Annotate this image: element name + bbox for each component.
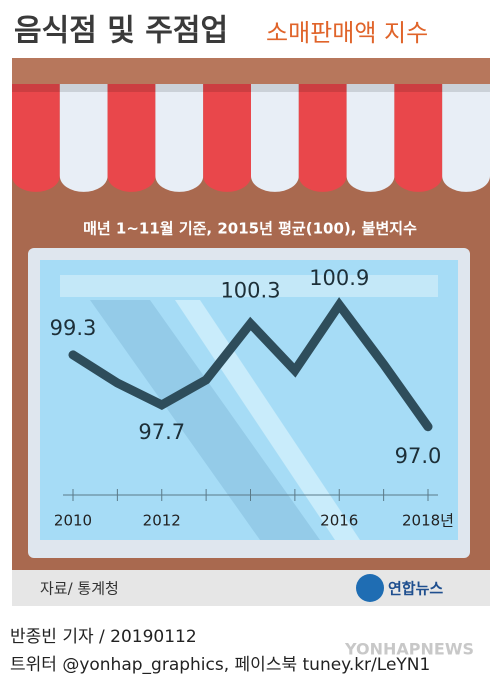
logo: 연합뉴스 xyxy=(388,580,443,598)
plot: 2010 2012 2016 2018년 99.3 97.7 100.3 100.9 97.0 xyxy=(50,266,454,530)
awning-shadow xyxy=(12,84,490,92)
logo-mark xyxy=(356,574,384,602)
awning-top xyxy=(12,58,490,84)
awning-stripe xyxy=(250,84,299,192)
value-label: 100.9 xyxy=(309,266,369,290)
glass-shine xyxy=(60,275,438,297)
x-tick-label: 2018년 xyxy=(402,512,454,530)
title-suffix: 소매판매액 지수 xyxy=(266,19,428,47)
shelf xyxy=(12,570,490,606)
awning xyxy=(12,84,490,192)
subtitle: 매년 1~11월 기준, 2015년 평균(100), 불변지수 xyxy=(83,220,417,238)
title: 음식점 및 주점업 xyxy=(14,14,228,49)
source: 자료/ 통계청 xyxy=(40,580,119,598)
value-label: 97.0 xyxy=(395,444,442,468)
line-series xyxy=(68,297,433,432)
awning-stripe xyxy=(59,84,108,192)
awning-stripe xyxy=(442,84,490,192)
awning-stripe xyxy=(203,84,251,192)
awning-stripe xyxy=(12,84,60,192)
awning-stripe xyxy=(394,84,443,192)
x-tick-label: 2010 xyxy=(54,512,92,530)
byline: 반종빈 기자 / 20190112 xyxy=(10,627,197,647)
value-label: 99.3 xyxy=(50,316,97,340)
value-label: 97.7 xyxy=(138,420,185,444)
awning-stripe xyxy=(155,84,204,192)
awning-stripe xyxy=(346,84,395,192)
value-label: 100.3 xyxy=(220,279,280,303)
awning-stripe xyxy=(298,84,347,192)
x-tick-label: 2012 xyxy=(143,512,181,530)
social: 트위터 @yonhap_graphics, 페이스북 tuney.kr/LeYN… xyxy=(10,655,430,675)
glass-shine xyxy=(90,300,320,540)
awning-stripe xyxy=(107,84,156,192)
watermark: YONHAPNEWS xyxy=(344,640,474,659)
x-tick-label: 2016 xyxy=(320,512,358,530)
